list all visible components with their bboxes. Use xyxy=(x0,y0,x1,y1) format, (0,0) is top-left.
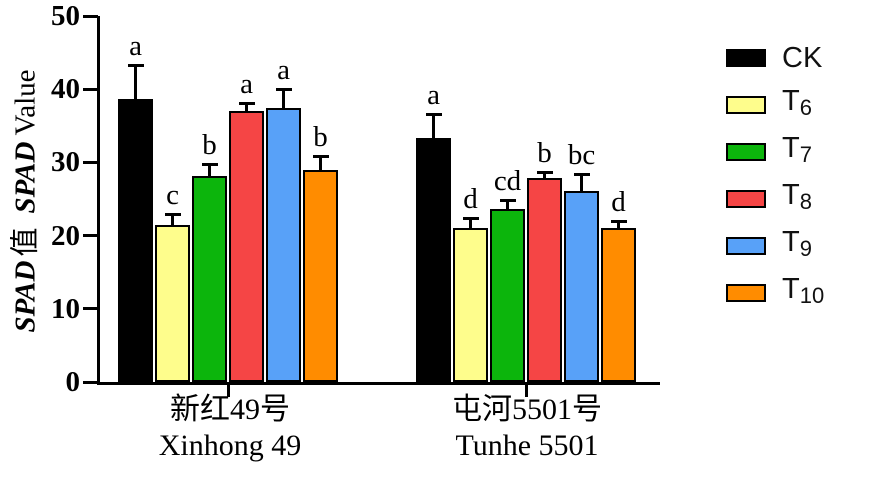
legend-swatch-t8 xyxy=(726,189,766,208)
x-tick-group-0 xyxy=(226,384,230,397)
significance-letter: bc xyxy=(567,138,596,171)
error-bar-cap xyxy=(164,212,181,216)
legend-item-t7: T7 xyxy=(726,128,876,175)
significance-letter: c xyxy=(166,178,179,211)
y-tick-label-30: 30 xyxy=(51,146,80,179)
significance-letter: a xyxy=(129,29,142,62)
x-tick-group-1 xyxy=(524,384,528,397)
legend-label-t8: T8 xyxy=(782,179,812,214)
error-bar-cap xyxy=(425,113,442,117)
bar-t10-tunhe-5501 xyxy=(601,227,636,382)
legend-swatch-t6 xyxy=(726,95,766,114)
bar-ck-tunhe-5501 xyxy=(416,138,451,382)
y-tick-30 xyxy=(83,160,98,164)
legend-item-t6: T6 xyxy=(726,81,876,128)
error-bar xyxy=(543,171,546,178)
bar-t6-xinhong-49 xyxy=(155,225,190,382)
category-en-label: Xinhong 49 xyxy=(158,429,302,462)
error-bar xyxy=(245,101,248,112)
legend-label-t9: T9 xyxy=(782,226,812,261)
y-tick-label-50: 50 xyxy=(51,0,80,32)
bar-t10-xinhong-49 xyxy=(303,169,338,382)
y-tick-label-20: 20 xyxy=(51,219,80,252)
category-zh-label: 新红49号 xyxy=(170,393,290,426)
bar-t7-tunhe-5501 xyxy=(490,209,525,382)
significance-letter: cd xyxy=(493,165,522,197)
error-bar xyxy=(617,219,620,228)
bar-t9-tunhe-5501 xyxy=(564,190,599,382)
legend-swatch-t9 xyxy=(726,236,766,255)
error-bar xyxy=(208,163,211,176)
legend-item-t8: T8 xyxy=(726,175,876,222)
significance-letter: d xyxy=(611,185,626,218)
legend-item-t9: T9 xyxy=(726,222,876,269)
bar-t9-xinhong-49 xyxy=(266,108,301,382)
error-bar-cap xyxy=(127,63,144,67)
legend-label-t10: T10 xyxy=(782,273,825,308)
legend-label-ck: CK xyxy=(782,41,823,74)
y-tick-50 xyxy=(83,14,98,18)
error-bar xyxy=(580,172,583,191)
y-tick-label-40: 40 xyxy=(51,73,80,106)
y-axis-title: SPAD值SPADValue xyxy=(0,16,48,385)
error-bar xyxy=(432,113,435,139)
legend: CK T6 T7 T8 T9 T10 xyxy=(726,34,876,316)
bar-t8-xinhong-49 xyxy=(229,111,264,382)
bar-t7-xinhong-49 xyxy=(192,175,227,382)
significance-letter: d xyxy=(463,182,478,215)
y-tick-40 xyxy=(83,87,98,91)
category-label-xinhong-49: 新红49号 Xinhong 49 xyxy=(70,392,390,464)
legend-swatch-ck xyxy=(726,48,766,67)
legend-label-t7: T7 xyxy=(782,132,812,167)
error-bar xyxy=(282,88,285,109)
legend-label-t6: T6 xyxy=(782,85,812,120)
bar-ck-xinhong-49 xyxy=(118,99,153,382)
y-tick-0 xyxy=(83,380,98,384)
legend-item-t10: T10 xyxy=(726,269,876,316)
legend-item-ck: CK xyxy=(726,34,876,81)
significance-letter: b xyxy=(202,129,217,162)
error-bar xyxy=(134,63,137,100)
error-bar-cap xyxy=(275,88,292,92)
bar-t6-tunhe-5501 xyxy=(453,228,488,382)
error-bar-cap xyxy=(201,163,218,167)
category-zh-label: 屯河5501号 xyxy=(452,393,602,426)
legend-swatch-t7 xyxy=(726,142,766,161)
y-tick-label-0: 0 xyxy=(65,366,81,398)
error-bar xyxy=(469,216,472,229)
significance-letter: a xyxy=(240,67,253,100)
significance-letter: a xyxy=(427,79,440,112)
y-tick-label-10: 10 xyxy=(51,292,80,325)
y-tick-20 xyxy=(83,234,98,238)
error-bar xyxy=(319,155,322,170)
error-bar-cap xyxy=(462,216,479,220)
error-bar-cap xyxy=(312,155,329,159)
significance-letter: a xyxy=(277,54,290,87)
bar-t8-tunhe-5501 xyxy=(527,177,562,382)
legend-swatch-t10 xyxy=(726,283,766,302)
significance-letter: b xyxy=(313,121,328,154)
error-bar xyxy=(506,199,509,210)
significance-letter: b xyxy=(537,137,552,170)
error-bar-cap xyxy=(610,219,627,223)
category-en-label: Tunhe 5501 xyxy=(455,429,599,462)
y-tick-10 xyxy=(83,307,98,311)
plot-area: a a c d b cd a b a bc b d xyxy=(97,16,660,385)
error-bar-cap xyxy=(536,171,553,175)
error-bar-cap xyxy=(238,101,255,105)
error-bar-cap xyxy=(499,199,516,202)
error-bar-cap xyxy=(573,172,590,176)
error-bar xyxy=(171,212,174,226)
category-label-tunhe-5501: 屯河5501号 Tunhe 5501 xyxy=(367,392,687,464)
